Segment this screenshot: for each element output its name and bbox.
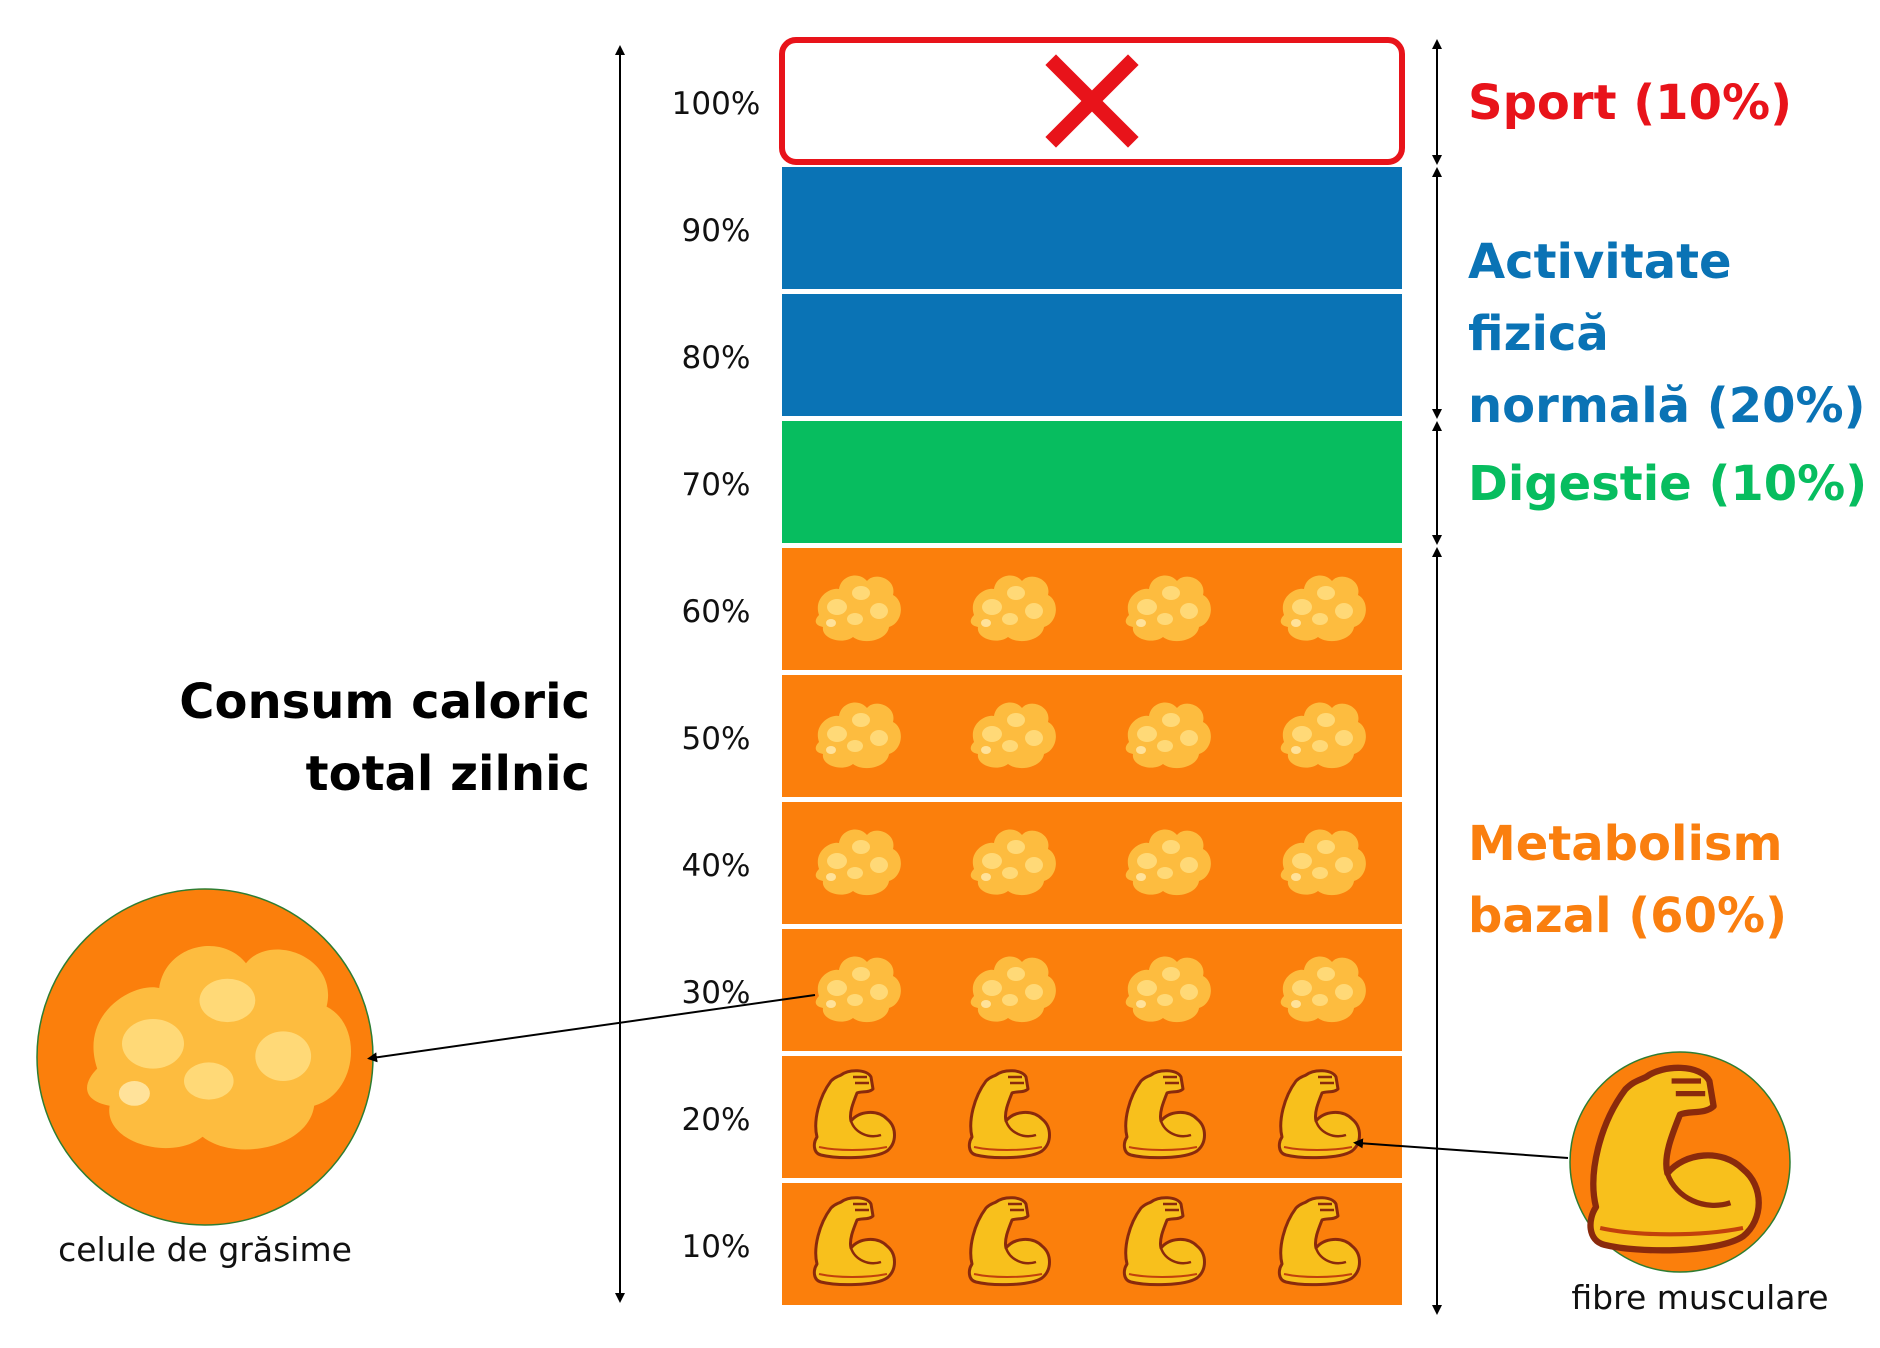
pct-label-40: 40% xyxy=(681,848,751,884)
category-digestion-label: Digestie (10%) xyxy=(1468,448,1867,520)
category-basal-line-2: bazal (60%) xyxy=(1468,888,1788,944)
muscle-fibers-caption: fibre musculare xyxy=(1571,1278,1829,1317)
muscle-leader-line xyxy=(1353,1138,1569,1159)
chart-title: Consum caloric total zilnic xyxy=(70,666,590,810)
category-sport-label: Sport (10%) xyxy=(1468,67,1792,139)
fat-leader-line xyxy=(367,994,816,1063)
pct-label-70: 70% xyxy=(681,467,751,503)
title-line-2: total zilnic xyxy=(305,746,590,802)
segment-digestion-70 xyxy=(782,421,1402,543)
category-sport-text: Sport (10%) xyxy=(1468,75,1792,131)
title-line-1: Consum caloric xyxy=(179,674,590,730)
pct-label-90: 90% xyxy=(681,213,751,249)
category-digestion-text: Digestie (10%) xyxy=(1468,456,1868,512)
category-activity-label: Activitate fizică normală (20%) xyxy=(1468,226,1880,442)
category-activity-line-1: Activitate fizică xyxy=(1468,234,1732,362)
pct-label-80: 80% xyxy=(681,340,751,376)
pct-label-50: 50% xyxy=(681,721,751,757)
pct-label-100: 100% xyxy=(671,86,761,122)
segment-activity-80 xyxy=(782,294,1402,416)
red-x-icon-stroke xyxy=(1045,54,1139,148)
pct-label-60: 60% xyxy=(681,594,751,630)
category-activity-line-2: normală (20%) xyxy=(1468,378,1866,434)
segment-activity-90 xyxy=(782,167,1402,289)
category-basal-line-1: Metabolism xyxy=(1468,816,1783,872)
pct-label-20: 20% xyxy=(681,1102,751,1138)
pct-label-10: 10% xyxy=(681,1229,751,1265)
category-basal-label: Metabolism bazal (60%) xyxy=(1468,808,1787,952)
pct-label-30: 30% xyxy=(681,975,751,1011)
fat-cells-caption: celule de grăsime xyxy=(58,1230,352,1269)
